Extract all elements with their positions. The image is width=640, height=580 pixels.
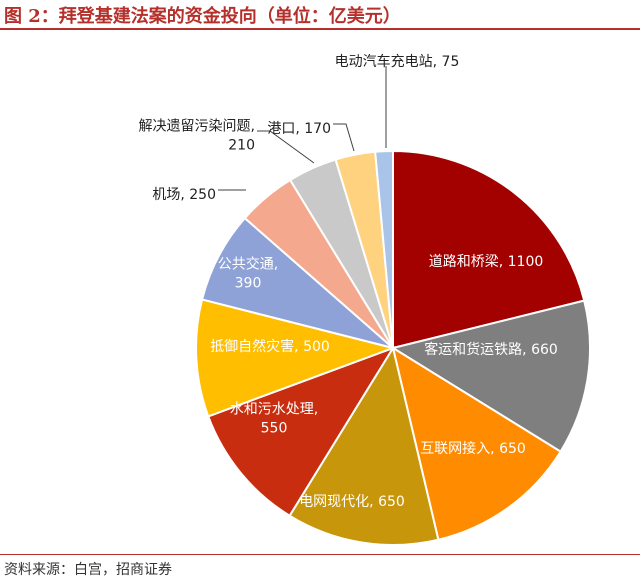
slice-label-11: 电动汽车充电站, 75: [335, 53, 460, 70]
slice-label-1: 道路和桥梁, 1100: [429, 254, 544, 270]
pie-slice-2: [390, 299, 591, 453]
source-rule: [0, 554, 640, 555]
title-rule: [0, 28, 640, 30]
slice-label-10: 港口, 170: [267, 121, 331, 137]
leader-line-10: [333, 123, 355, 152]
pie-slice-3: [391, 345, 562, 541]
pie-slice-6: [195, 298, 397, 418]
slice-label-3: 互联网接入, 650: [420, 440, 526, 457]
pie-slice-11: [374, 149, 394, 349]
pie-slice-5: [206, 346, 396, 518]
leader-line-9: [257, 130, 315, 164]
pie-chart: 道路和桥梁, 1100 客运和货运铁路, 660 互联网接入, 650 电网现代化, …: [139, 53, 591, 546]
slice-label-4: 电网现代化, 650: [299, 494, 405, 510]
slice-label-6: 抵御自然灾害, 500: [210, 338, 330, 355]
slice-label-9: 解决遗留污染问题, 210: [139, 119, 255, 154]
slice-label-8: 机场, 250: [152, 187, 216, 203]
slice-label-5: 水和污水处理, 550: [230, 402, 318, 437]
slice-label-2: 客运和货运铁路, 660: [424, 341, 558, 358]
figure-title: 图 2：拜登基建法案的资金投向（单位：亿美元）: [4, 6, 401, 27]
source-note: 资料来源：白宫，招商证券: [4, 562, 172, 578]
pie-slice-1: [392, 149, 586, 350]
pie-slice-4: [288, 345, 440, 546]
slice-label-7: 公共交通, 390: [218, 256, 278, 292]
